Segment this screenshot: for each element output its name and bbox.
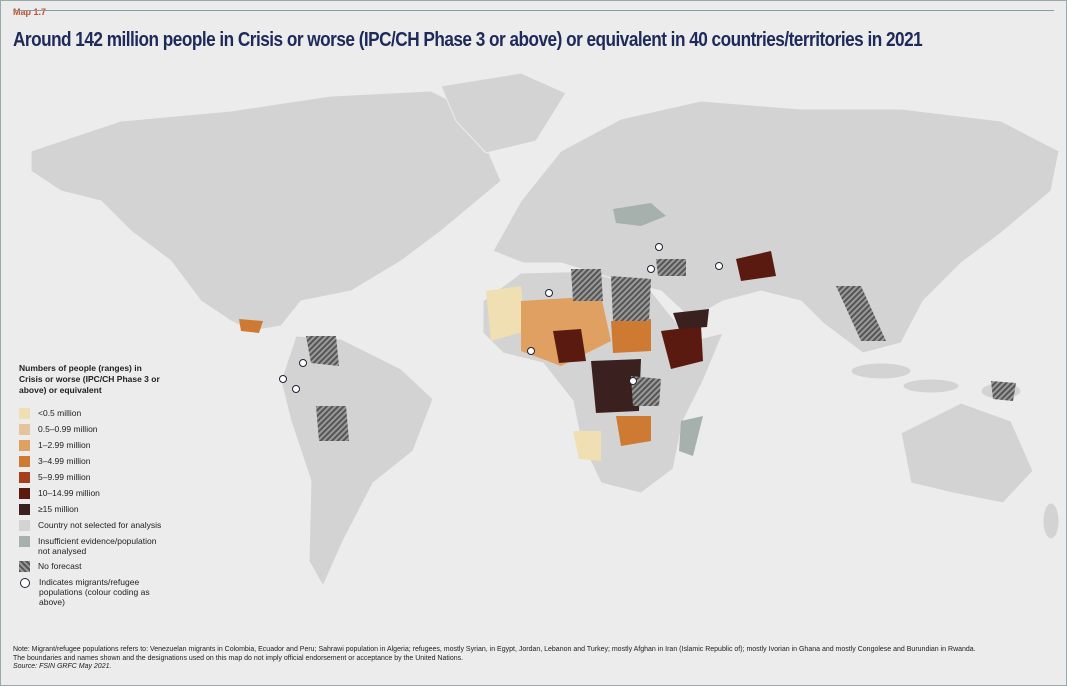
legend-item: 5–9.99 million: [19, 472, 179, 483]
legend-item: 10–14.99 million: [19, 488, 179, 499]
countries-colored: [239, 251, 776, 461]
madagascar: [679, 416, 703, 456]
legend-item: Indicates migrants/refugee populations (…: [19, 577, 179, 607]
land: [30, 72, 1060, 588]
legend-label: <0.5 million: [38, 408, 82, 418]
legend-swatch: [19, 561, 30, 572]
legend-swatch: [19, 504, 30, 515]
note: Note: Migrant/refugee populations refers…: [13, 646, 976, 653]
legend-swatch: [19, 456, 30, 467]
legend-label: ≥15 million: [38, 504, 79, 514]
legend-item: Country not selected for analysis: [19, 520, 179, 531]
map-label: Map 1.7: [13, 7, 47, 17]
legend-item: 3–4.99 million: [19, 456, 179, 467]
legend-swatch: [19, 440, 30, 451]
legend-swatch: [19, 472, 30, 483]
legend-label: 10–14.99 million: [38, 488, 100, 498]
migrant-markers: [279, 243, 723, 393]
legend-swatch: [20, 578, 30, 588]
legend-label: 5–9.99 million: [38, 472, 91, 482]
kazakhstan: [613, 203, 666, 226]
legend-label: Country not selected for analysis: [38, 520, 162, 530]
legend-item: <0.5 million: [19, 408, 179, 419]
legend-swatch: [19, 408, 30, 419]
legend-item: Insufficient evidence/population not ana…: [19, 536, 179, 556]
legend-label: 3–4.99 million: [38, 456, 91, 466]
legend-title: Numbers of people (ranges) in Crisis or …: [19, 363, 160, 395]
legend-item: 0.5–0.99 million: [19, 424, 179, 435]
legend-swatch: [19, 536, 30, 547]
legend-swatch: [19, 424, 30, 435]
legend: Numbers of people (ranges) in Crisis or …: [19, 363, 179, 612]
notes: Note: Migrant/refugee populations refers…: [13, 646, 1053, 672]
title: Around 142 million people in Crisis or w…: [13, 29, 923, 51]
legend-label: 0.5–0.99 million: [38, 424, 98, 434]
legend-label: 1–2.99 million: [38, 440, 91, 450]
legend-swatch: [19, 488, 30, 499]
disclaimer: The boundaries and names shown and the d…: [13, 654, 464, 662]
rule: [13, 10, 1054, 11]
source: Source: FSIN GRFC May 2021.: [13, 663, 112, 670]
legend-item: ≥15 million: [19, 504, 179, 515]
legend-item: No forecast: [19, 561, 179, 572]
no-forecast: [306, 259, 1016, 441]
legend-label: Indicates migrants/refugee populations (…: [39, 577, 150, 607]
legend-label: No forecast: [38, 561, 82, 571]
legend-swatch: [19, 520, 30, 531]
legend-label: Insufficient evidence/population not ana…: [38, 536, 157, 556]
legend-item: 1–2.99 million: [19, 440, 179, 451]
